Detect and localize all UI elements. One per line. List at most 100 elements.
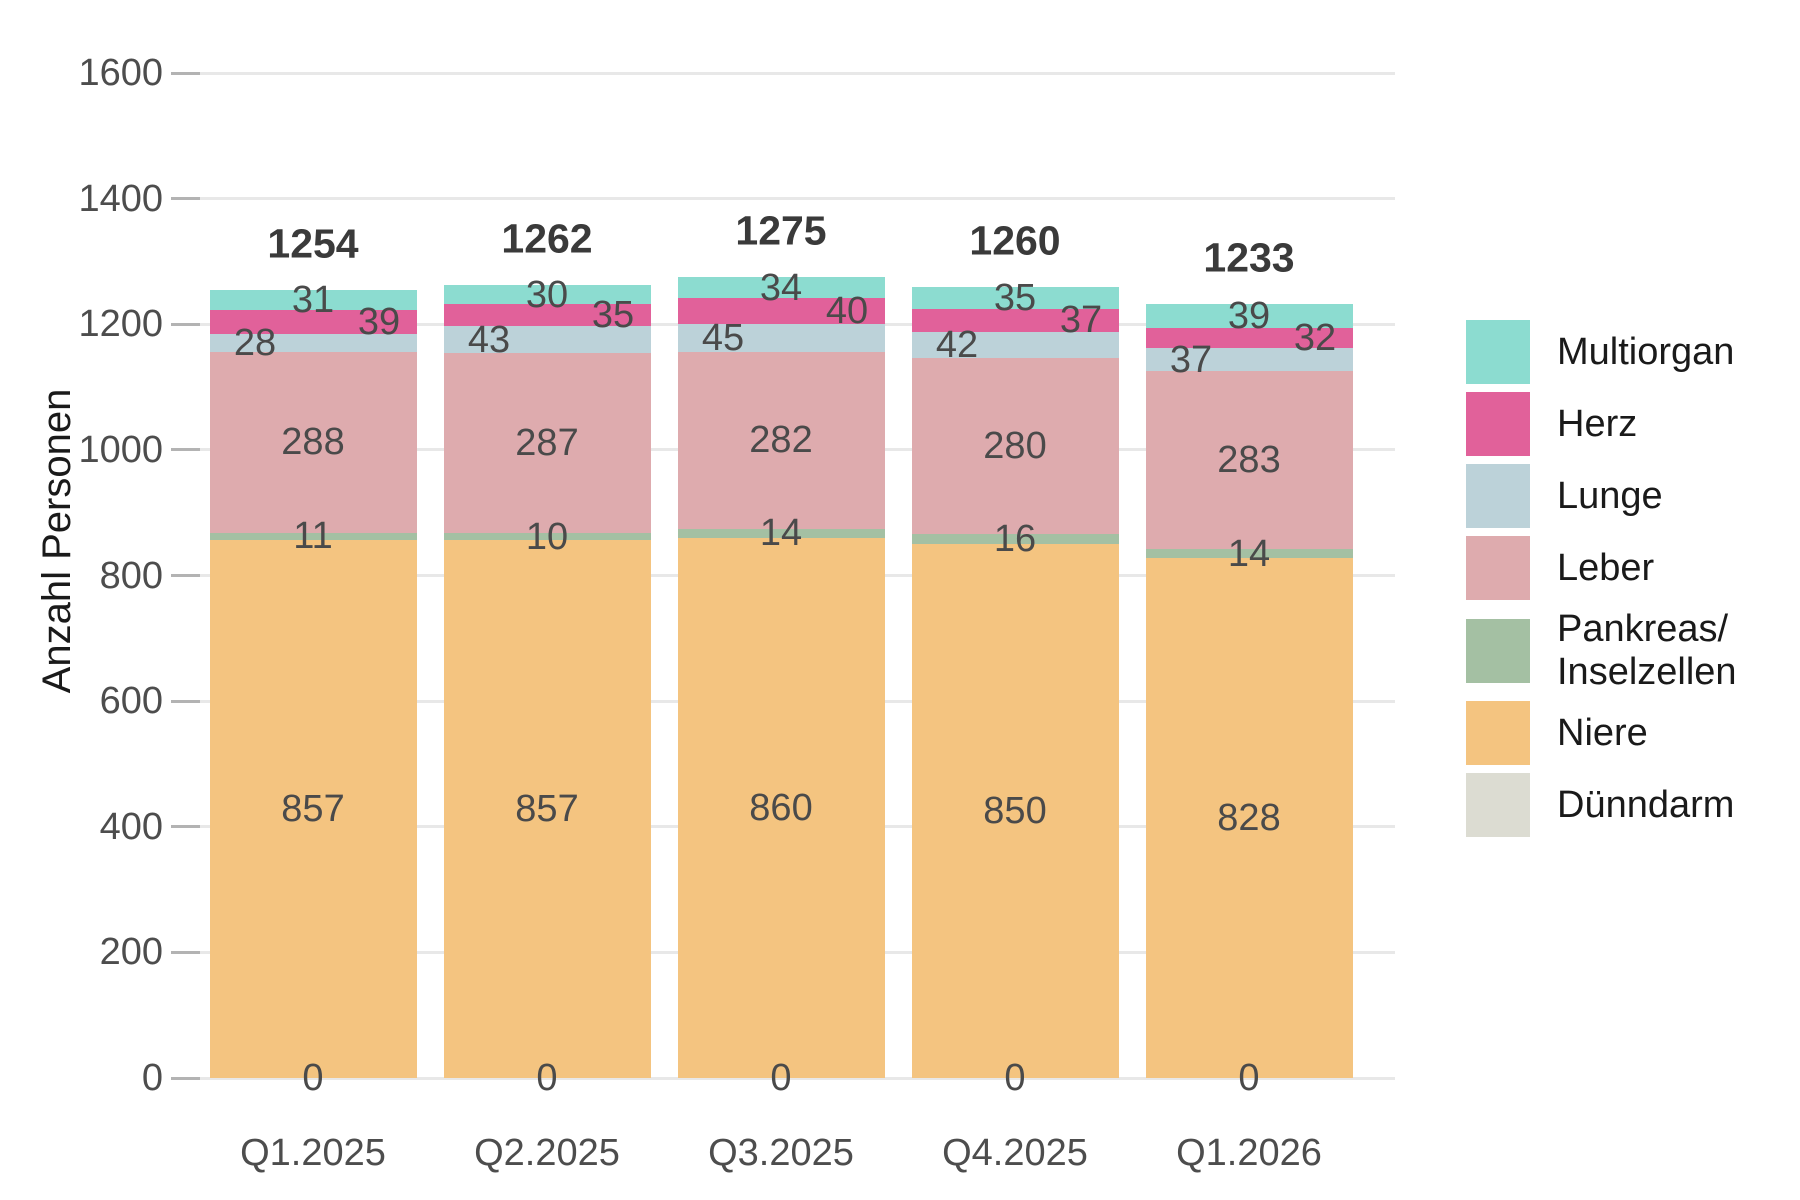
- legend-swatch: [1466, 773, 1530, 838]
- bar-segment-lunge: [677, 323, 885, 352]
- x-tick-label: Q4.2025: [942, 1132, 1088, 1174]
- legend-swatch: [1466, 392, 1530, 456]
- bar-segment-lunge: [1145, 348, 1353, 372]
- segment-value-label: 288: [281, 421, 345, 464]
- bar-segment-leber: [911, 358, 1119, 535]
- bar-total-label: 1233: [1203, 234, 1295, 281]
- legend-label: Niere: [1557, 711, 1648, 754]
- legend-label: Leber: [1557, 546, 1655, 589]
- legend-item-d-nndarm: Dünndarm: [1466, 773, 1737, 838]
- segment-value-label: 37: [1169, 338, 1213, 381]
- y-tick-label: 0: [141, 1057, 163, 1099]
- segment-value-label: 0: [536, 1057, 558, 1099]
- bar-total-label: 1260: [969, 217, 1061, 264]
- y-tick: [171, 197, 200, 201]
- segment-value-label: 280: [983, 425, 1047, 468]
- legend-item-pankreas-inselzellen: Pankreas/Inselzellen: [1466, 608, 1737, 693]
- segment-value-label: 10: [525, 515, 569, 558]
- bar-segment-multiorgan: [1145, 303, 1353, 328]
- y-gridline: [173, 71, 1395, 75]
- bar-segment-lunge: [209, 334, 417, 352]
- segment-value-label: 282: [749, 419, 813, 462]
- y-tick-label: 1200: [78, 303, 163, 346]
- segment-value-label: 28: [233, 322, 277, 365]
- legend-label: Lunge: [1557, 474, 1663, 517]
- segment-value-label: 0: [302, 1057, 324, 1099]
- legend-label: Pankreas/Inselzellen: [1557, 608, 1737, 693]
- bar-segment-lunge: [911, 331, 1119, 359]
- y-tick: [171, 699, 200, 703]
- y-tick-label: 400: [99, 805, 163, 848]
- y-gridline: [173, 197, 1395, 201]
- bar-segment-herz: [911, 308, 1119, 332]
- segment-value-label: 287: [515, 422, 579, 465]
- segment-value-label: 40: [825, 290, 869, 333]
- segment-value-label: 283: [1217, 439, 1281, 482]
- bar-segment-leber: [677, 351, 885, 529]
- segment-value-label: 16: [993, 518, 1037, 561]
- segment-value-label: 42: [935, 323, 979, 366]
- bar-segment-niere: [1145, 557, 1353, 1078]
- segment-value-label: 39: [357, 301, 401, 344]
- y-tick: [171, 71, 200, 75]
- segment-value-label: 857: [281, 787, 345, 830]
- segment-value-label: 32: [1293, 317, 1337, 360]
- segment-value-label: 850: [983, 790, 1047, 833]
- segment-value-label: 0: [770, 1057, 792, 1099]
- segment-value-label: 860: [749, 786, 813, 829]
- segment-value-label: 857: [515, 787, 579, 830]
- segment-value-label: 34: [759, 266, 803, 309]
- x-tick-label: Q2.2025: [474, 1132, 620, 1174]
- segment-value-label: 37: [1059, 299, 1103, 342]
- segment-value-label: 0: [1238, 1057, 1260, 1099]
- y-tick-label: 1400: [78, 177, 163, 220]
- legend-item-lunge: Lunge: [1466, 464, 1737, 528]
- segment-value-label: 14: [759, 512, 803, 555]
- bar-segment-leber: [1145, 371, 1353, 550]
- y-tick: [171, 1076, 200, 1080]
- legend-swatch: [1466, 618, 1530, 683]
- bar-segment-niere: [209, 539, 417, 1078]
- bar-segment-multiorgan: [911, 286, 1119, 309]
- bar-segment-herz: [209, 309, 417, 335]
- bar-segment-niere: [677, 537, 885, 1078]
- y-tick: [171, 448, 200, 452]
- bar-total-label: 1275: [735, 207, 827, 254]
- y-tick-label: 800: [99, 554, 163, 597]
- bar-segment-pankreas-inselzellen: [677, 529, 885, 538]
- bar-total-label: 1262: [501, 215, 593, 262]
- legend-swatch: [1466, 701, 1530, 766]
- y-gridline: [173, 1076, 1395, 1080]
- segment-value-label: 14: [1227, 532, 1271, 575]
- bar-segment-multiorgan: [443, 285, 651, 305]
- legend-label: Herz: [1557, 402, 1638, 445]
- y-tick: [171, 950, 200, 954]
- legend-item-leber: Leber: [1466, 536, 1737, 600]
- bar-segment-leber: [209, 351, 417, 533]
- segment-value-label: 35: [591, 294, 635, 337]
- chart-legend: Multiorgan Herz Lunge Leber Pankreas/Inselze…: [1466, 320, 1737, 845]
- y-tick-label: 200: [99, 931, 163, 974]
- y-tick: [171, 825, 200, 829]
- segment-value-label: 828: [1217, 796, 1281, 839]
- legend-item-multiorgan: Multiorgan: [1466, 320, 1737, 384]
- segment-value-label: 30: [525, 273, 569, 316]
- y-tick-label: 1000: [78, 428, 163, 471]
- segment-value-label: 39: [1227, 294, 1271, 337]
- bar-segment-pankreas-inselzellen: [1145, 549, 1353, 558]
- bar-segment-pankreas-inselzellen: [443, 533, 651, 540]
- bar-segment-leber: [443, 353, 651, 534]
- segment-value-label: 35: [993, 276, 1037, 319]
- bar-segment-multiorgan: [209, 290, 417, 310]
- segment-value-label: 31: [291, 279, 335, 322]
- bar-segment-niere: [443, 539, 651, 1078]
- bar-segment-herz: [443, 304, 651, 327]
- x-tick-label: Q3.2025: [708, 1132, 854, 1174]
- legend-swatch: [1466, 464, 1530, 528]
- x-tick-label: Q1.2026: [1176, 1132, 1322, 1174]
- legend-swatch: [1466, 536, 1530, 600]
- y-tick-label: 1600: [78, 52, 163, 94]
- y-tick: [171, 322, 200, 326]
- segment-value-label: 0: [1004, 1057, 1026, 1099]
